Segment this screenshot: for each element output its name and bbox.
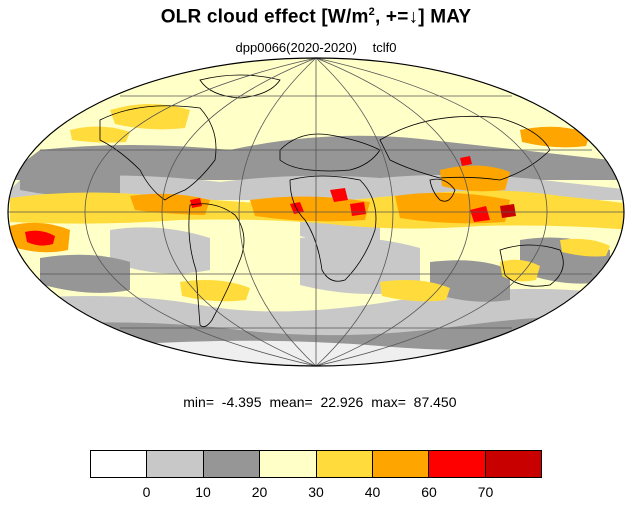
colorbar-swatch [91, 451, 148, 477]
stat-max: max= 87.450 [371, 394, 457, 410]
colorbar-swatch [372, 451, 430, 477]
colorbar-tick-label: 60 [421, 484, 437, 500]
colorbar-tick-label: 10 [195, 484, 211, 500]
colorbar-swatch [260, 451, 317, 477]
colorbar-tick-label: 70 [477, 484, 494, 500]
subtitle-variable: tclf0 [372, 40, 397, 55]
stat-mean: mean= 22.926 [269, 394, 364, 410]
title-suffix: , +=↓] MAY [374, 6, 472, 28]
colorbar-swatch [429, 451, 486, 477]
graticule [8, 57, 624, 367]
statistics-line: min= -4.395 mean= 22.926 max= 87.450 [0, 378, 632, 410]
colorbar-tick-label: 0 [142, 484, 151, 500]
mollweide-map [7, 57, 625, 367]
colorbar-swatch [485, 451, 541, 477]
colorbar-swatch [203, 451, 261, 477]
subtitle-experiment: dpp0066(2020-2020) [235, 40, 357, 55]
title-prefix: OLR cloud effect [W/m [160, 6, 369, 28]
colorbar [90, 450, 542, 478]
stat-min: min= -4.395 [183, 394, 262, 410]
map-title: OLR cloud effect [W/m2, +=↓] MAY [0, 6, 632, 28]
colorbar-swatch [147, 451, 204, 477]
map-subtitle: dpp0066(2020-2020) tclf0 [0, 40, 632, 55]
colorbar-tick-label: 20 [251, 484, 268, 500]
colorbar-tick-label: 40 [364, 484, 381, 500]
colorbar-swatch [316, 451, 373, 477]
coastlines [99, 74, 564, 328]
colorbar-tick-label: 30 [308, 484, 324, 500]
map-border [7, 57, 625, 367]
title-superscript: 2 [368, 6, 375, 18]
